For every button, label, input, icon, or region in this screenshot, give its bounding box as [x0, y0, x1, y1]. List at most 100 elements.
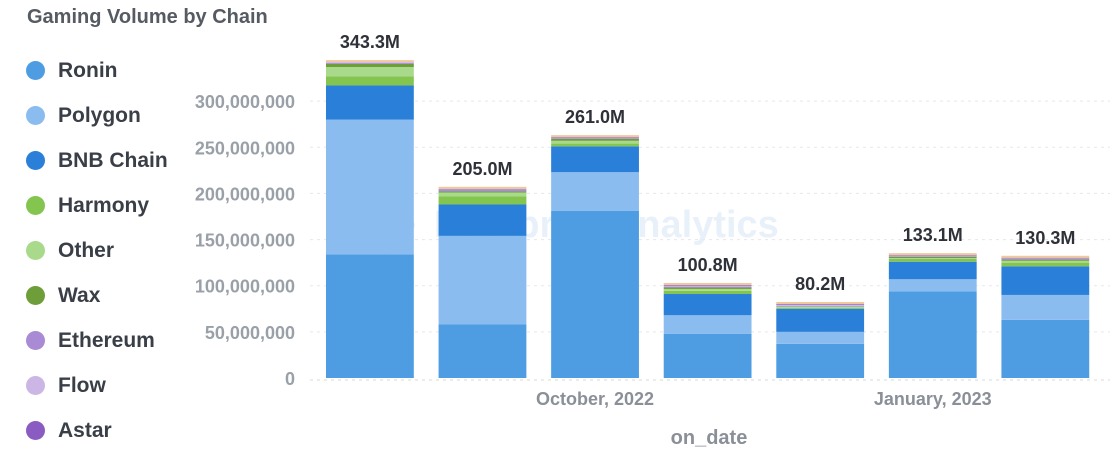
- bar-segment-bnb-chain[interactable]: [326, 85, 414, 120]
- bar-total-label: 80.2M: [795, 274, 845, 294]
- bar-segment-harmony[interactable]: [438, 196, 527, 205]
- legend-item-harmony[interactable]: Harmony: [26, 183, 168, 228]
- legend-item-ethereum[interactable]: Ethereum: [26, 318, 168, 363]
- y-tick-label: 0: [285, 369, 295, 389]
- legend-swatch: [26, 106, 45, 125]
- x-tick-label: October, 2022: [536, 389, 654, 409]
- legend-item-polygon[interactable]: Polygon: [26, 93, 168, 138]
- bar-segment-harmony[interactable]: [888, 258, 977, 262]
- legend-swatch: [26, 286, 45, 305]
- legend-swatch: [26, 61, 45, 80]
- legend-item-wax[interactable]: Wax: [26, 273, 168, 318]
- legend-item-flow[interactable]: Flow: [26, 363, 168, 408]
- bar-top-cap: [776, 301, 865, 304]
- bar-segment-wax[interactable]: [551, 138, 639, 141]
- bar-segment-ronin[interactable]: [326, 254, 414, 378]
- bar-segment-harmony[interactable]: [776, 307, 865, 309]
- bar-total-label: 343.3M: [340, 32, 400, 52]
- bar-segment-ethereum[interactable]: [776, 305, 865, 307]
- legend-swatch: [26, 151, 45, 170]
- chart-legend: Ronin Polygon BNB Chain Harmony Other Wax Ethe…: [26, 48, 168, 453]
- bar-segment-flow[interactable]: [1001, 258, 1090, 259]
- bar-segment-astar[interactable]: [776, 303, 865, 305]
- bar-segment-ronin[interactable]: [551, 210, 639, 378]
- bar-segment-flow[interactable]: [438, 189, 527, 191]
- bar-segment-bnb-chain[interactable]: [551, 146, 639, 173]
- bar-segment-polygon[interactable]: [776, 331, 865, 344]
- bar-segment-polygon[interactable]: [438, 235, 527, 325]
- bar-total-label: 133.1M: [903, 225, 963, 245]
- bar-segment-bnb-chain[interactable]: [438, 204, 527, 236]
- legend-item-astar[interactable]: Astar: [26, 408, 168, 453]
- legend-swatch: [26, 331, 45, 350]
- bar-segment-ronin[interactable]: [1001, 319, 1090, 378]
- bar-segment-bnb-chain[interactable]: [663, 294, 752, 316]
- bar-total-label: 130.3M: [1015, 228, 1075, 248]
- bar-segment-polygon[interactable]: [1001, 294, 1090, 320]
- y-tick-label: 200,000,000: [195, 184, 295, 204]
- legend-swatch: [26, 376, 45, 395]
- bar-segment-ronin[interactable]: [438, 324, 527, 378]
- legend-item-bnb-chain[interactable]: BNB Chain: [26, 138, 168, 183]
- bar-segment-ethereum[interactable]: [438, 190, 527, 192]
- bar-segment-flow[interactable]: [326, 62, 414, 64]
- y-tick-label: 50,000,000: [205, 323, 295, 343]
- bar-segment-astar[interactable]: [888, 255, 977, 256]
- bar-segment-other[interactable]: [776, 306, 865, 308]
- bar-segment-wax[interactable]: [888, 256, 977, 259]
- y-tick-label: 100,000,000: [195, 277, 295, 297]
- bar-segment-wax[interactable]: [438, 191, 527, 193]
- bar-total-label: 261.0M: [565, 107, 625, 127]
- legend-swatch: [26, 196, 45, 215]
- bar-segment-harmony[interactable]: [663, 290, 752, 295]
- bar-segment-ethereum[interactable]: [326, 63, 414, 64]
- bar-segment-ronin[interactable]: [776, 343, 865, 378]
- bar-segment-ronin[interactable]: [663, 333, 752, 378]
- bar-top-cap: [551, 135, 639, 138]
- bar-segment-harmony[interactable]: [326, 76, 414, 86]
- legend-label: Flow: [58, 373, 106, 397]
- bar-segment-astar[interactable]: [551, 137, 639, 138]
- legend-label: Astar: [58, 418, 112, 442]
- bar-segment-polygon[interactable]: [551, 172, 639, 211]
- bar-segment-flow[interactable]: [551, 137, 639, 139]
- bar-segment-harmony[interactable]: [551, 143, 639, 147]
- bar-segment-wax[interactable]: [663, 287, 752, 289]
- bar-segment-flow[interactable]: [776, 304, 865, 306]
- bar-segment-other[interactable]: [551, 140, 639, 144]
- bar-segment-bnb-chain[interactable]: [1001, 266, 1090, 295]
- bar-top-cap: [1001, 255, 1090, 258]
- chart-title: Gaming Volume by Chain: [27, 6, 268, 28]
- x-tick-label: January, 2023: [874, 389, 992, 409]
- bar-segment-ethereum[interactable]: [663, 286, 752, 288]
- bar-segment-polygon[interactable]: [888, 279, 977, 292]
- y-tick-label: 300,000,000: [195, 92, 295, 112]
- bar-segment-astar[interactable]: [663, 284, 752, 286]
- bar-segment-astar[interactable]: [438, 188, 527, 190]
- bar-segment-ethereum[interactable]: [551, 137, 639, 139]
- bar-segment-harmony[interactable]: [1001, 262, 1090, 267]
- bar-segment-bnb-chain[interactable]: [776, 308, 865, 332]
- legend-item-other[interactable]: Other: [26, 228, 168, 273]
- bar-segment-other[interactable]: [326, 66, 414, 77]
- bar-segment-bnb-chain[interactable]: [888, 261, 977, 280]
- bar-segment-polygon[interactable]: [663, 315, 752, 334]
- legend-label: Harmony: [58, 193, 150, 217]
- bar-segment-flow[interactable]: [663, 285, 752, 287]
- bar-segment-other[interactable]: [438, 192, 527, 197]
- bar-segment-other[interactable]: [663, 288, 752, 291]
- bar-segment-flow[interactable]: [888, 255, 977, 257]
- legend-label: Ethereum: [58, 328, 155, 352]
- bar-segment-ethereum[interactable]: [888, 256, 977, 257]
- bar-segment-wax[interactable]: [326, 63, 414, 67]
- bar-segment-wax[interactable]: [1001, 259, 1090, 261]
- bar-segment-astar[interactable]: [1001, 257, 1090, 259]
- legend-item-ronin[interactable]: Ronin: [26, 48, 168, 93]
- bar-segment-ronin[interactable]: [888, 291, 977, 378]
- bar-segment-ethereum[interactable]: [1001, 258, 1090, 260]
- bar-segment-other[interactable]: [888, 258, 977, 259]
- bar-segment-other[interactable]: [1001, 260, 1090, 263]
- bar-segment-polygon[interactable]: [326, 119, 414, 255]
- y-axis-ticks: 0 50,000,000 100,000,000 150,000,000 200,000…: [195, 92, 295, 389]
